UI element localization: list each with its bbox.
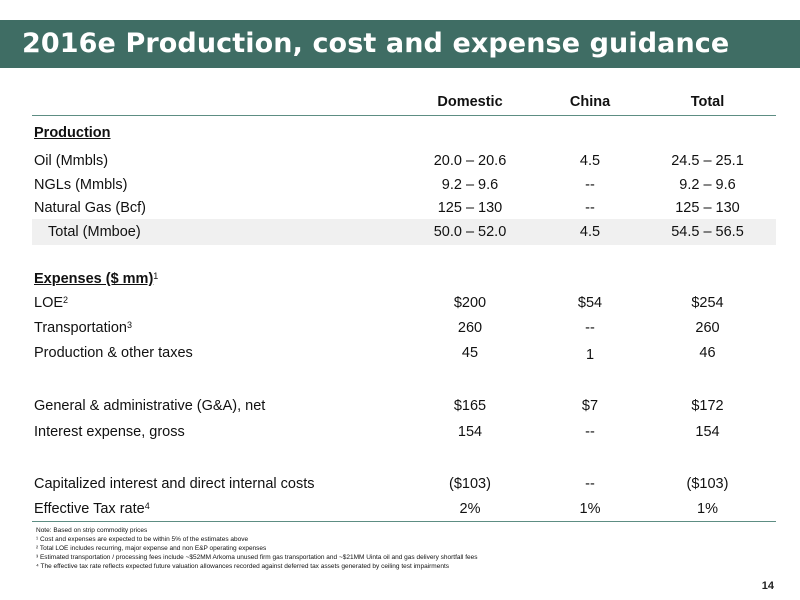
cell-total: ($103) <box>686 476 729 492</box>
footnote: ⁴ The effective tax rate reflects expect… <box>36 563 450 570</box>
row-label: Oil (Mmbls) <box>34 153 109 169</box>
cell-china: -- <box>585 320 595 336</box>
cell-domestic: 125 – 130 <box>437 200 503 216</box>
cell-china: $7 <box>581 398 599 414</box>
expenses-heading-text: Expenses ($ mm) <box>34 271 154 287</box>
row-label: LOE2 <box>34 294 68 312</box>
production-heading: Production <box>34 125 111 141</box>
cell-total: 54.5 – 56.5 <box>671 224 744 240</box>
footnote: ² Total LOE includes recurring, major ex… <box>36 545 267 552</box>
cell-china: -- <box>585 200 595 216</box>
cell-domestic: 45 <box>461 345 479 361</box>
row-label-text: LOE <box>34 295 64 311</box>
cell-domestic: 20.0 – 20.6 <box>433 153 507 169</box>
cell-domestic: ($103) <box>449 476 491 492</box>
footnote-marker: 4 <box>144 501 150 511</box>
expenses-heading: Expenses ($ mm)1 <box>34 270 158 288</box>
cell-china: 1 <box>585 347 595 363</box>
cell-domestic: 2% <box>459 501 481 517</box>
cell-domestic: 260 <box>457 320 483 336</box>
cell-total: 154 <box>695 424 720 440</box>
cell-china: -- <box>585 476 595 492</box>
row-label: Natural Gas (Bcf) <box>34 200 146 216</box>
cell-china: -- <box>585 424 595 440</box>
cell-china: $54 <box>577 295 603 311</box>
footnote-marker: 1 <box>153 271 159 281</box>
column-header-total: Total <box>690 94 725 110</box>
cell-china: 4.5 <box>579 153 601 169</box>
title-bar: 2016e Production, cost and expense guida… <box>0 20 800 68</box>
row-label: Transportation3 <box>34 319 132 337</box>
cell-total: 125 – 130 <box>675 200 740 216</box>
footer-rule <box>32 521 776 522</box>
footnote-marker: 3 <box>126 320 132 330</box>
cell-china: 4.5 <box>579 224 601 240</box>
footnote: ¹ Cost and expenses are expected to be w… <box>36 536 249 543</box>
cell-total: $172 <box>691 398 724 414</box>
cell-total: $254 <box>691 295 724 311</box>
cell-total: 24.5 – 25.1 <box>671 153 744 169</box>
cell-china: 1% <box>579 501 601 517</box>
row-label: Capitalized interest and direct internal… <box>34 476 315 492</box>
header-rule <box>32 115 776 116</box>
cell-total: 1% <box>697 501 718 517</box>
cell-china: -- <box>585 177 595 193</box>
total-row-shading <box>32 219 776 245</box>
row-label: NGLs (Mmbls) <box>34 177 128 193</box>
cell-domestic: $200 <box>453 295 487 311</box>
cell-domestic: 154 <box>457 424 483 440</box>
page-title: 2016e Production, cost and expense guida… <box>22 28 730 59</box>
footnote: Note: Based on strip commodity prices <box>36 527 148 534</box>
cell-total: 260 <box>695 320 720 336</box>
footnote: ³ Estimated transportation / processing … <box>36 554 478 561</box>
row-label: Interest expense, gross <box>34 424 185 440</box>
row-label-text: Transportation <box>34 320 127 336</box>
footnote-marker: 2 <box>63 295 69 305</box>
cell-domestic: $165 <box>453 398 487 414</box>
cell-total: 46 <box>699 345 716 361</box>
row-label: Effective Tax rate4 <box>34 500 150 518</box>
page-number: 14 <box>761 580 774 592</box>
cell-domestic: 9.2 – 9.6 <box>441 177 499 193</box>
row-label: General & administrative (G&A), net <box>34 398 266 414</box>
column-header-domestic: Domestic <box>437 94 503 110</box>
column-header-china: China <box>569 94 611 110</box>
row-label: Total (Mmboe) <box>48 224 141 240</box>
cell-total: 9.2 – 9.6 <box>679 177 736 193</box>
cell-domestic: 50.0 – 52.0 <box>433 224 507 240</box>
row-label-text: Effective Tax rate <box>34 501 145 517</box>
row-label: Production & other taxes <box>34 345 193 361</box>
